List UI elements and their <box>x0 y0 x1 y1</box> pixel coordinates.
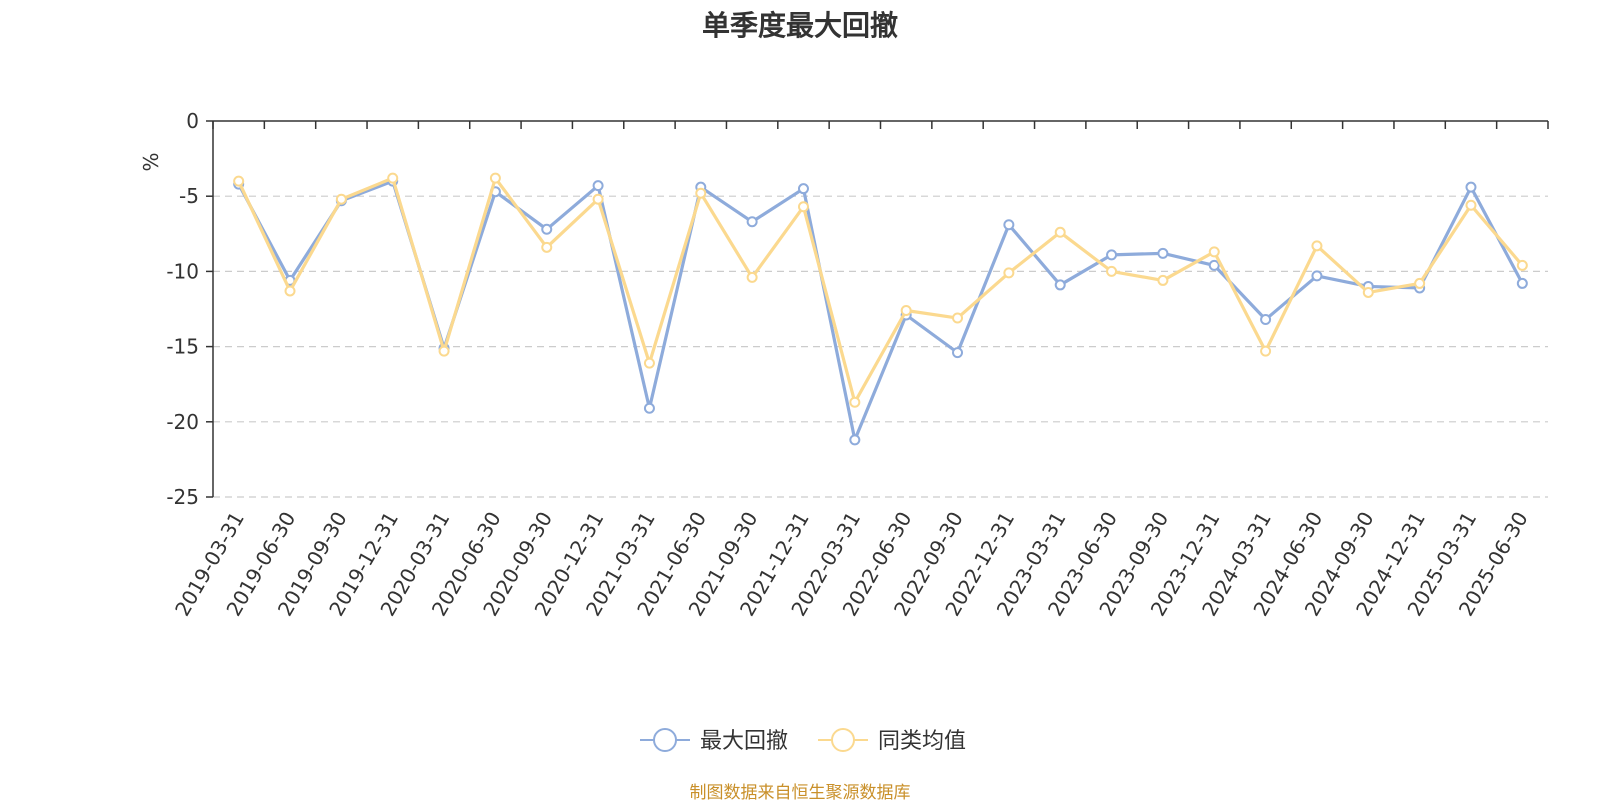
data-point <box>1106 249 1118 261</box>
x-tick-labels: 2019-03-312019-06-302019-09-302019-12-31… <box>170 507 1533 620</box>
data-point <box>233 175 245 187</box>
data-point <box>1414 277 1426 289</box>
y-tick-label: -20 <box>166 410 199 434</box>
data-point <box>1362 286 1374 298</box>
data-point <box>489 172 501 184</box>
data-point <box>1516 277 1528 289</box>
y-tick-label: -25 <box>166 485 199 509</box>
data-point <box>746 216 758 228</box>
data-point <box>592 193 604 205</box>
data-point <box>1208 246 1220 258</box>
data-point <box>952 347 964 359</box>
data-point <box>1054 226 1066 238</box>
data-point <box>335 193 347 205</box>
y-tick-label: -15 <box>166 335 199 359</box>
data-point <box>849 434 861 446</box>
data-point <box>1157 274 1169 286</box>
y-tick-label: 0 <box>186 109 199 133</box>
legend-label: 最大回撤 <box>700 729 788 754</box>
y-axis-unit-label: % <box>139 152 163 171</box>
legend-marker <box>653 728 677 752</box>
data-point <box>592 180 604 192</box>
data-point <box>1311 240 1323 252</box>
legend-item-1: 最大回撤 <box>640 728 788 754</box>
y-tick-label: -5 <box>179 184 199 208</box>
data-point <box>1465 181 1477 193</box>
data-point <box>438 345 450 357</box>
data-point <box>1516 259 1528 271</box>
data-point <box>952 312 964 324</box>
grid-lines <box>213 195 1548 498</box>
data-point <box>1157 247 1169 259</box>
data-point <box>1260 314 1272 326</box>
data-point <box>1003 219 1015 231</box>
series-line <box>237 176 1524 404</box>
data-point <box>387 172 399 184</box>
data-point <box>797 183 809 195</box>
axes: 0 -5 -10 -15 -20 -25 <box>166 109 1549 509</box>
legend-marker <box>831 728 855 752</box>
legend-item-2: 同类均值 <box>818 728 966 754</box>
data-point <box>849 396 861 408</box>
data-point <box>900 305 912 317</box>
y-tick-label: -10 <box>166 259 199 283</box>
data-point <box>1465 199 1477 211</box>
data-point <box>1260 345 1272 357</box>
chart-title: 单季度最大回撤 <box>701 9 898 42</box>
data-point <box>695 187 707 199</box>
data-point <box>541 241 553 253</box>
data-point <box>284 285 296 297</box>
data-point <box>797 201 809 213</box>
data-point <box>541 223 553 235</box>
data-point <box>1106 265 1118 277</box>
source-note: 制图数据来自恒生聚源数据库 <box>689 783 911 803</box>
data-point <box>643 402 655 414</box>
data-point <box>1003 267 1015 279</box>
data-point <box>1054 279 1066 291</box>
legend-label: 同类均值 <box>878 729 966 754</box>
data-point <box>746 271 758 283</box>
legend: 最大回撤 同类均值 <box>640 728 966 754</box>
series-1 <box>233 175 1528 446</box>
data-point <box>1208 259 1220 271</box>
series-2 <box>233 172 1528 408</box>
data-point <box>1311 270 1323 282</box>
data-point <box>643 357 655 369</box>
